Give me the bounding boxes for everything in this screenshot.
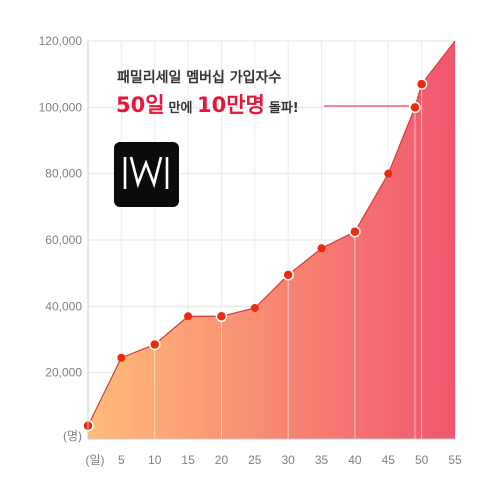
markers — [82, 78, 428, 432]
data-point — [184, 312, 193, 321]
drop-lines — [154, 84, 423, 439]
y-unit-label: (명) — [63, 429, 82, 443]
annotation-connector: 만에 — [169, 100, 197, 116]
x-tick-label: 25 — [248, 453, 262, 467]
annotation: 패밀리세일 멤버십 가입자수 50일 만에 10만명 돌파! — [116, 69, 409, 117]
x-tick-label: 45 — [382, 453, 396, 467]
x-unit-label: (일) — [85, 453, 104, 467]
axes: 20,000 40,000 60,000 80,000 100,000 120,000 5 1… — [39, 34, 462, 467]
y-tick-label: 20,000 — [45, 366, 82, 380]
x-tick-label: 10 — [148, 453, 162, 467]
data-point — [215, 310, 228, 323]
y-tick-label: 100,000 — [39, 100, 83, 114]
x-tick-label: 35 — [315, 453, 329, 467]
x-tick-label: 40 — [348, 453, 362, 467]
y-tick-label: 60,000 — [45, 233, 82, 247]
wm-logo-icon — [114, 142, 179, 207]
data-point — [282, 269, 294, 281]
data-point — [384, 169, 393, 178]
data-point — [148, 338, 161, 351]
y-tick-label: 120,000 — [39, 34, 83, 48]
area-fill — [88, 41, 455, 439]
data-point — [250, 303, 259, 312]
x-tick-label: 30 — [282, 453, 296, 467]
y-tick-label: 80,000 — [45, 167, 82, 181]
x-tick-label: 5 — [118, 453, 125, 467]
x-tick-label: 50 — [415, 453, 429, 467]
x-tick-label: 55 — [448, 453, 462, 467]
data-point — [117, 353, 126, 362]
x-tick-label: 15 — [181, 453, 195, 467]
annotation-title: 패밀리세일 멤버십 가입자수 — [117, 69, 281, 86]
data-point — [409, 101, 421, 114]
data-point — [349, 225, 361, 238]
data-point — [317, 244, 326, 253]
annotation-headline: 50일 만에 10만명 돌파! — [116, 93, 299, 117]
annotation-exclaim: 돌파! — [269, 101, 299, 116]
annotation-count: 10만명 — [197, 93, 265, 117]
area-layer — [88, 41, 455, 439]
data-point — [415, 78, 428, 90]
annotation-days: 50일 — [116, 93, 165, 117]
y-tick-label: 40,000 — [45, 299, 82, 313]
x-tick-label: 20 — [215, 453, 229, 467]
